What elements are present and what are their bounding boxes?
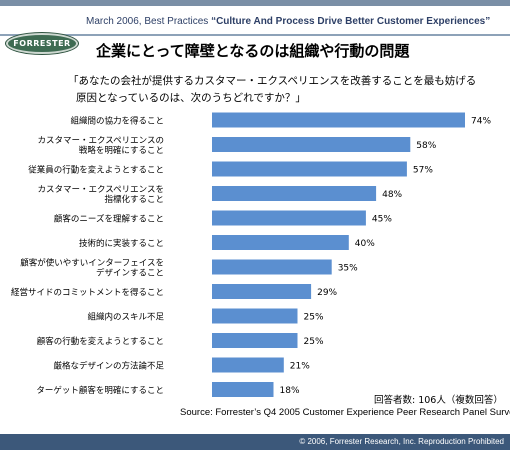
value-label: 48% [382,190,402,200]
category-label: 経営サイドのコミットメントを得ること [11,287,164,298]
value-label: 57% [413,166,433,176]
value-label: 35% [338,264,358,274]
bar [212,186,377,201]
value-label: 21% [290,362,310,372]
category-label: 従業員の行動を変えようとすること [28,165,164,176]
footer-bar: © 2006, Forrester Research, Inc. Reprodu… [0,434,510,450]
category-label: 厳格なデザインの方法論不足 [53,361,164,372]
top-bar [0,0,510,6]
category-label: カスタマー・エクスペリエンスの [38,136,164,146]
category-label: 戦略を明確にすること [79,145,164,156]
category-label: 技術的に実装すること [79,238,164,249]
category-label: 顧客が使いやすいインターフェイスを [20,258,164,269]
page-title: 企業にとって障壁となるのは組織や行動の問題 [96,42,410,60]
barrier-bar-chart: 74% 組織間の協力を得ること 58% カスタマー・エクスペリエンスの戦略を明確にする… [11,112,491,397]
bar [212,357,284,373]
category-label: 組織内のスキル不足 [87,312,164,323]
category-label: カスタマー・エクスペリエンスを [38,185,164,195]
copyright-text: © 2006, Forrester Research, Inc. Reprodu… [299,437,504,446]
survey-question-line-2: 原因となっているのは、次のうちどれですか？」 [76,92,306,104]
bar [212,333,298,348]
report-subtitle: March 2006, Best Practices “Culture And … [86,16,491,27]
bar [212,210,366,226]
category-label: デザインすること [96,268,164,279]
bar [212,308,298,324]
value-label: 40% [355,239,375,249]
bar [212,259,332,275]
respondent-count: 回答者数: 106人（複数回答） [374,395,503,406]
category-label: 顧客のニーズを理解すること [54,214,164,225]
category-label: 指標化すること [104,194,164,205]
value-label: 74% [471,117,491,127]
bar [212,112,465,128]
category-label: ターゲット顧客を明確にすること [36,385,164,396]
value-label: 18% [280,386,300,396]
category-label: 顧客の行動を変えようとすること [37,336,164,347]
value-label: 45% [372,215,392,225]
source-note: Source: Forrester’s Q4 2005 Customer Exp… [180,407,510,418]
forrester-logo: FORRESTER [6,33,78,54]
category-label: 組織間の協力を得ること [70,116,164,127]
value-label: 25% [304,337,324,347]
bar [212,235,349,250]
bar [212,382,274,397]
bar [212,284,312,299]
survey-question: 「あなたの会社が提供するカスタマー・エクスペリエンスを改善することを最も妨げる … [68,73,498,107]
header-divider [0,34,510,36]
value-label: 25% [304,313,324,323]
bar [212,137,411,152]
bar [212,161,407,177]
value-label: 58% [416,141,436,151]
value-label: 29% [317,288,337,298]
survey-question-line-1: 「あなたの会社が提供するカスタマー・エクスペリエンスを改善することを最も妨げる [68,75,477,87]
